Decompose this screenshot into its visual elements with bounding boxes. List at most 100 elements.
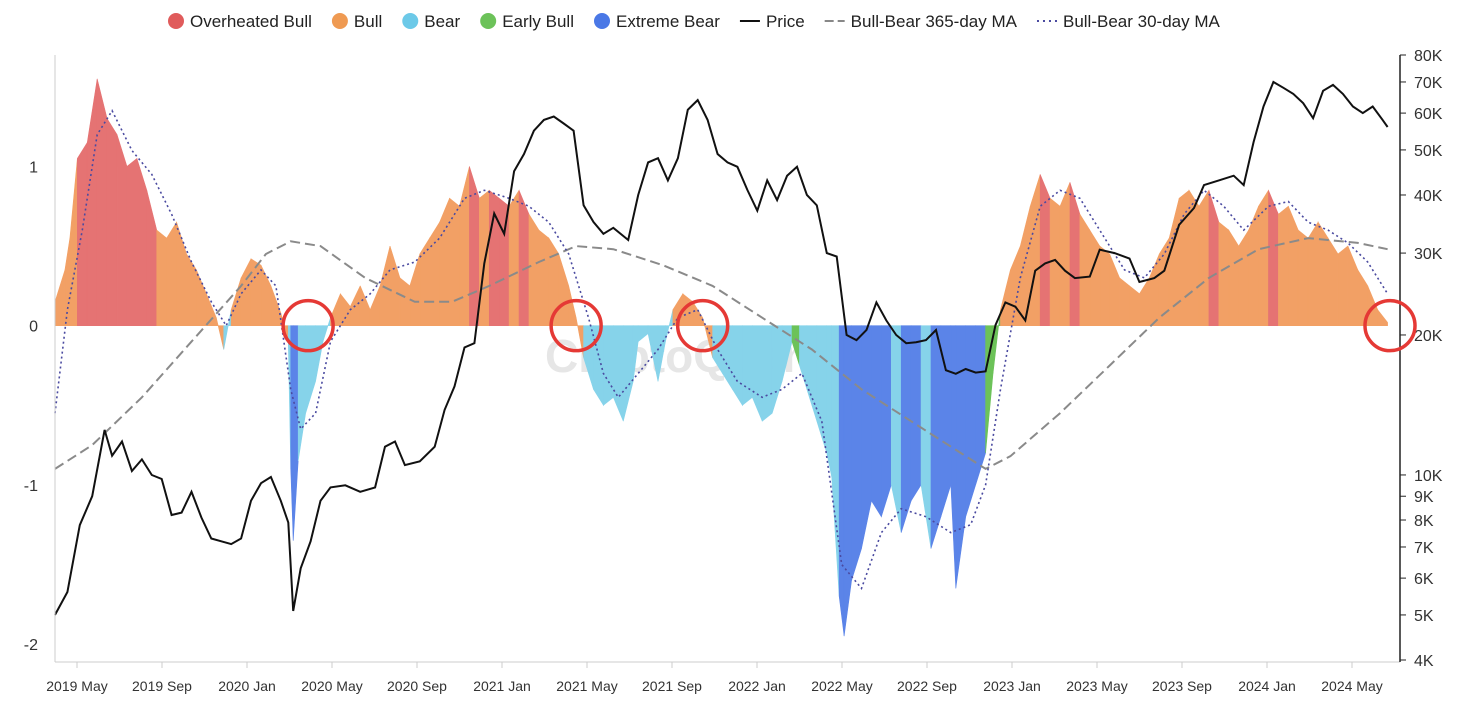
area-segment — [1119, 277, 1130, 326]
x-tick-label: 2023 Sep — [1152, 678, 1212, 694]
area-segment — [196, 269, 207, 326]
area-segment — [806, 325, 818, 422]
area-segment — [1198, 189, 1210, 326]
x-tick-label: 2021 Jan — [473, 678, 531, 694]
legend-item-5: Price — [739, 12, 805, 31]
right-tick-label: 9K — [1414, 489, 1434, 506]
right-tick-label: 70K — [1414, 75, 1443, 92]
area-segment — [1139, 276, 1150, 326]
area-segment — [508, 189, 520, 326]
area-segment — [305, 325, 316, 414]
left-tick-label: 1 — [29, 159, 38, 176]
area-segment — [692, 300, 703, 326]
area-segment — [459, 166, 470, 326]
area-segment — [389, 245, 401, 326]
area-segment — [186, 252, 197, 326]
area-segment — [955, 325, 967, 589]
x-tick-label: 2024 Jan — [1238, 678, 1296, 694]
legend-swatch — [331, 13, 348, 29]
area-segment — [1337, 245, 1349, 326]
right-tick-label: 80K — [1414, 48, 1443, 65]
right-tick-label: 50K — [1414, 143, 1443, 160]
area-segment — [965, 325, 976, 517]
area-segment — [69, 158, 78, 326]
area-segment — [260, 265, 272, 326]
legend-label: Bear — [424, 12, 460, 31]
area-segment — [950, 325, 957, 589]
area-segment — [206, 293, 217, 326]
area-segment — [287, 325, 292, 469]
area-segment — [1258, 189, 1269, 326]
area-segment — [369, 285, 381, 326]
area-segment — [528, 213, 540, 326]
area-segment — [230, 277, 242, 326]
right-tick-label: 8K — [1414, 513, 1434, 530]
area-segment — [1079, 213, 1091, 326]
area-segment — [439, 198, 450, 326]
right-tick-label: 60K — [1414, 106, 1443, 123]
area-segment — [54, 269, 66, 326]
right-tick-label: 30K — [1414, 246, 1443, 263]
area-segment — [910, 325, 922, 502]
area-segment — [558, 253, 569, 326]
x-tick-label: 2022 Jan — [728, 678, 786, 694]
area-segment — [1129, 285, 1140, 326]
x-tick-label: 2020 Jan — [218, 678, 276, 694]
area-segment — [568, 285, 577, 326]
x-tick-label: 2022 May — [811, 678, 872, 694]
annotation-circle — [549, 298, 603, 353]
area-segment — [871, 325, 882, 518]
area-segment — [136, 158, 148, 326]
area-segment — [1029, 174, 1041, 326]
area-segment — [106, 117, 118, 326]
area-segment — [861, 325, 872, 549]
phase-area-layer — [54, 78, 1388, 637]
area-segment — [1218, 221, 1230, 326]
area-segment — [1000, 269, 1011, 326]
area-segment — [752, 325, 763, 422]
series-line-layer — [54, 80, 1389, 616]
legend-label: Extreme Bear — [616, 12, 720, 31]
area-segment — [292, 325, 299, 541]
area-segment — [1010, 245, 1021, 326]
left-tick-label: -1 — [24, 478, 38, 495]
area-segment — [1248, 206, 1259, 326]
left-tick-label: -2 — [24, 637, 38, 654]
area-segment — [890, 325, 902, 533]
right-tick-label: 6K — [1414, 571, 1434, 588]
annotation-circle — [281, 298, 335, 353]
price-line — [54, 80, 1389, 616]
area-segment — [538, 229, 550, 326]
area-segment — [250, 258, 262, 326]
area-segment — [816, 325, 828, 454]
area-segment — [1228, 229, 1239, 326]
area-segment — [340, 292, 351, 326]
area-segment — [419, 237, 431, 326]
area-segment — [603, 325, 614, 406]
area-segment — [1178, 189, 1190, 326]
area-segment — [156, 229, 167, 326]
x-tick-label: 2020 May — [301, 678, 362, 694]
area-segment — [409, 253, 421, 326]
area-segment — [449, 197, 460, 326]
area-segment — [881, 325, 892, 517]
area-segment — [1069, 182, 1081, 326]
bull-bear-30-day-ma-line — [54, 109, 1389, 590]
legend-item-4: Extreme Bear — [594, 12, 720, 31]
area-segment — [315, 325, 324, 382]
area-segment — [732, 325, 743, 407]
chart-legend: Overheated Bull Bull Bear Early Bull Extreme… — [168, 12, 1220, 31]
right-tick-label: 10K — [1414, 468, 1443, 485]
axes-layer: 1 0 -1 -2 80K 70K 60K 50K 40K 30K 20K 10K 9K 8K 7K 6K 5K… — [24, 48, 1443, 694]
area-segment — [1288, 206, 1299, 326]
area-segment — [992, 309, 1001, 374]
legend-swatch — [480, 13, 497, 29]
area-segment — [761, 325, 773, 422]
area-segment — [1377, 308, 1388, 326]
legend-label: Bull — [354, 12, 382, 31]
area-segment — [270, 285, 282, 326]
area-segment — [838, 325, 845, 637]
legend-swatch — [594, 13, 610, 29]
left-tick-label: 0 — [29, 319, 38, 336]
